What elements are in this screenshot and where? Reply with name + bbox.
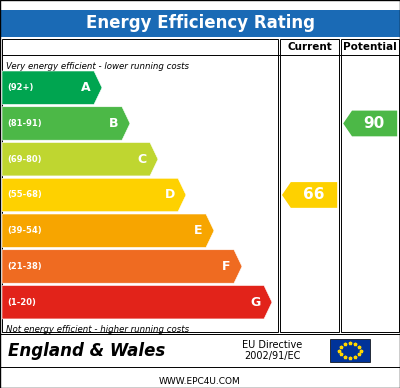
Polygon shape [2, 71, 102, 104]
Bar [330, 339, 370, 362]
Text: (55-68): (55-68) [7, 191, 42, 199]
Bar [341, 39, 399, 332]
Text: (1-20): (1-20) [7, 298, 36, 307]
Text: (21-38): (21-38) [7, 262, 42, 271]
Polygon shape [2, 250, 242, 283]
Text: Current: Current [287, 42, 332, 52]
Text: C: C [138, 153, 147, 166]
Text: (39-54): (39-54) [7, 226, 42, 235]
Bar [2, 39, 278, 332]
Text: E: E [194, 224, 203, 237]
Text: 90: 90 [364, 116, 385, 131]
Text: B: B [109, 117, 119, 130]
Bar [280, 39, 339, 332]
Text: 66: 66 [303, 187, 324, 203]
Text: EU Directive
2002/91/EC: EU Directive 2002/91/EC [242, 340, 302, 361]
Text: A: A [81, 81, 91, 94]
Polygon shape [2, 142, 158, 176]
Polygon shape [2, 286, 272, 319]
Text: (81-91): (81-91) [7, 119, 42, 128]
Polygon shape [282, 182, 337, 208]
Bar [0, 10, 400, 37]
Text: (69-80): (69-80) [7, 155, 41, 164]
Text: England & Wales: England & Wales [8, 341, 165, 360]
Polygon shape [2, 178, 186, 212]
Text: Very energy efficient - lower running costs: Very energy efficient - lower running co… [6, 62, 189, 71]
Text: G: G [250, 296, 261, 309]
Text: Energy Efficiency Rating: Energy Efficiency Rating [86, 14, 314, 32]
Text: Potential: Potential [343, 42, 397, 52]
Polygon shape [2, 214, 214, 248]
Polygon shape [2, 107, 130, 140]
Text: D: D [164, 189, 175, 201]
Text: Not energy efficient - higher running costs: Not energy efficient - higher running co… [6, 325, 189, 334]
Text: (92+): (92+) [7, 83, 33, 92]
Text: F: F [222, 260, 231, 273]
Polygon shape [343, 111, 397, 136]
Bar [0, 334, 400, 367]
Text: WWW.EPC4U.COM: WWW.EPC4U.COM [159, 376, 241, 386]
